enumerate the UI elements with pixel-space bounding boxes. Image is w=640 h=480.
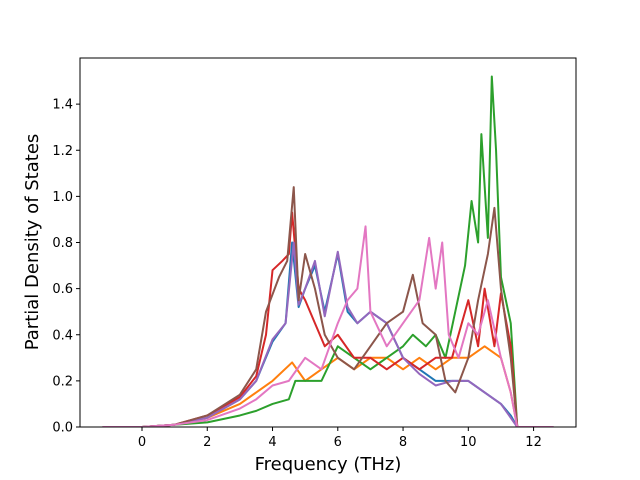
- series-line-6: [102, 186, 554, 427]
- y-axis-label: Partial Density of States: [22, 134, 43, 351]
- x-tick-label: 6: [334, 435, 342, 450]
- y-tick-label: 0.4: [52, 328, 73, 343]
- series-line-4: [102, 211, 554, 427]
- x-tick-label: 10: [460, 435, 477, 450]
- x-axis-ticks: 0 2 4 6 8 10 12: [138, 427, 542, 450]
- x-tick-label: 12: [525, 435, 542, 450]
- x-tick-label: 2: [203, 435, 211, 450]
- y-tick-label: 0.8: [52, 236, 73, 251]
- y-tick-label: 1.0: [52, 190, 73, 205]
- series-line-7: [102, 225, 554, 427]
- y-tick-label: 0.2: [52, 374, 73, 389]
- x-tick-label: 4: [268, 435, 276, 450]
- series-layer: [102, 75, 554, 427]
- y-axis-ticks: 0.0 0.2 0.4 0.6 0.8 1.0 1.2 1.4: [52, 98, 80, 436]
- series-line-3: [102, 75, 554, 427]
- y-tick-label: 0.0: [52, 421, 73, 436]
- series-line-5: [102, 241, 554, 427]
- y-tick-label: 0.6: [52, 282, 73, 297]
- x-tick-label: 0: [138, 435, 146, 450]
- y-tick-label: 1.4: [52, 98, 73, 113]
- y-tick-label: 1.2: [52, 144, 73, 159]
- x-axis-label: Frequency (THz): [255, 454, 402, 475]
- x-tick-label: 8: [399, 435, 407, 450]
